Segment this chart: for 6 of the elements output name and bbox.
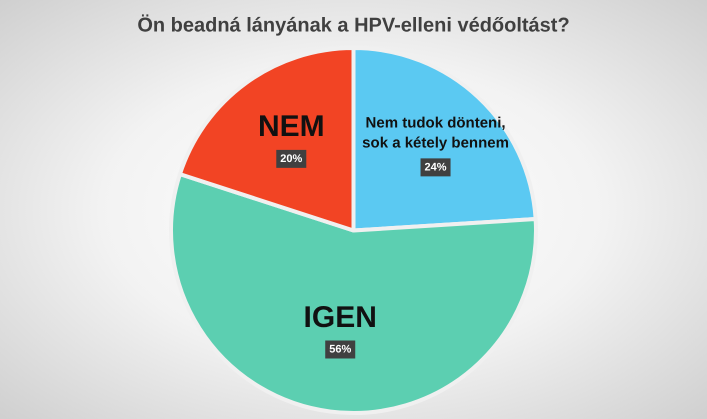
chart-title: Ön beadná lányának a HPV-elleni védőoltást? (137, 14, 570, 37)
data-label: 24% (424, 161, 447, 174)
data-label: 20% (280, 152, 303, 165)
data-label: 56% (329, 344, 352, 356)
slice-label: IGEN (304, 300, 377, 334)
slice-label: NEM (258, 110, 325, 144)
